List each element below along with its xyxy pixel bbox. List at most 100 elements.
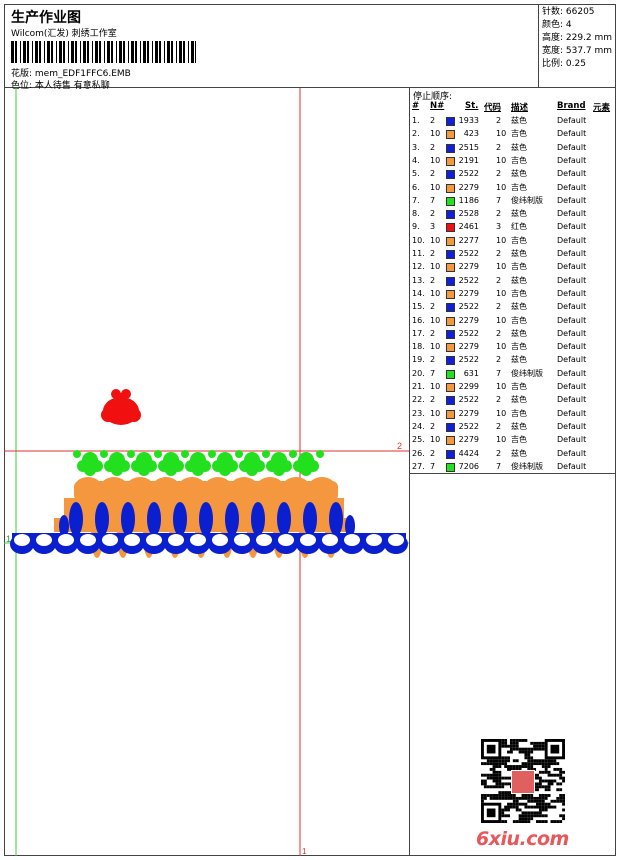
sequence-brand: Default — [557, 328, 587, 338]
sequence-num: 9. — [412, 222, 420, 232]
sequence-num: 27. — [412, 461, 425, 471]
sequence-needle: 10 — [430, 155, 441, 165]
sequence-needle: 2 — [430, 209, 436, 219]
color-swatch — [446, 250, 455, 259]
sequence-desc: 兹色 — [511, 116, 527, 125]
sequence-row: 16. 10 2279 10 吉色 Default — [410, 315, 616, 328]
sequence-code: 10 — [496, 288, 507, 298]
sequence-num: 26. — [412, 448, 425, 458]
sequence-row: 15. 2 2522 2 兹色 Default — [410, 301, 616, 314]
color-swatch — [446, 316, 455, 326]
sequence-needle: 2 — [430, 328, 436, 338]
sequence-num: 7. — [412, 195, 420, 205]
qr-code — [481, 739, 565, 823]
sequence-stitches: 2461 — [458, 222, 479, 232]
sequence-row: 13. 2 2522 2 兹色 Default — [410, 275, 616, 288]
color-swatch — [446, 449, 455, 459]
col-brand: Brand — [557, 101, 586, 111]
sequence-code: 2 — [496, 116, 502, 125]
design-filename: 花版: mem_EDF1FFC6.EMB — [11, 69, 131, 79]
sequence-num: 2. — [412, 129, 420, 139]
sequence-stitches: 2522 — [458, 421, 479, 431]
sequence-needle: 7 — [430, 461, 436, 471]
sequence-desc: 兹色 — [511, 421, 527, 431]
sequence-needle: 10 — [430, 235, 441, 245]
sequence-needle: 7 — [430, 368, 436, 378]
sequence-code: 7 — [496, 461, 502, 471]
sequence-desc: 吉色 — [511, 182, 527, 192]
sequence-num: 23. — [412, 408, 425, 418]
sequence-row: 17. 2 2522 2 兹色 Default — [410, 328, 616, 341]
color-swatch — [446, 263, 455, 273]
sequence-needle: 10 — [430, 288, 441, 298]
stat-height: 高度: 229.2 mm — [542, 33, 613, 43]
sequence-brand: Default — [557, 155, 587, 165]
sequence-stitches: 2522 — [458, 395, 479, 405]
sequence-num: 8. — [412, 209, 420, 219]
sequence-row: 22. 2 2522 2 兹色 Default — [410, 394, 616, 407]
seal-stamp — [511, 770, 535, 794]
sequence-num: 12. — [412, 262, 425, 272]
sequence-row: 1. 2 1933 2 兹色 Default — [410, 115, 616, 128]
sequence-code: 10 — [496, 182, 507, 192]
sequence-code: 10 — [496, 408, 507, 418]
color-swatch — [446, 170, 455, 180]
sequence-needle: 10 — [430, 382, 441, 391]
stat-scale: 比例: 0.25 — [542, 59, 586, 69]
sequence-code: 10 — [496, 129, 507, 139]
sequence-stitches: 4424 — [458, 448, 479, 458]
color-swatch — [446, 276, 455, 286]
sequence-needle: 2 — [430, 302, 436, 312]
sequence-code: 10 — [496, 262, 507, 272]
sequence-row: 12. 10 2279 10 吉色 Default — [410, 261, 616, 274]
sequence-row: 6. 10 2279 10 吉色 Default — [410, 182, 616, 195]
sequence-desc: 俊纬制版 — [511, 195, 543, 205]
color-swatch — [446, 462, 455, 472]
sequence-needle: 10 — [430, 129, 441, 139]
sequence-brand: Default — [557, 262, 587, 272]
col-code: 代码 — [484, 103, 502, 113]
stat-stitches: 针数: 66205 — [542, 7, 595, 17]
sequence-num: 22. — [412, 395, 425, 405]
sequence-code: 2 — [496, 328, 502, 338]
marker-bottom: 1 — [302, 847, 307, 856]
sequence-code: 2 — [496, 395, 502, 405]
sequence-num: 11. — [412, 249, 425, 258]
col-stitches: St. — [465, 101, 479, 111]
sequence-code: 2 — [496, 302, 502, 312]
color-swatch — [446, 343, 455, 353]
sequence-desc: 俊纬制版 — [511, 461, 543, 471]
sequence-desc: 兹色 — [511, 142, 527, 152]
sequence-row: 21. 10 2299 10 吉色 Default — [410, 381, 616, 394]
color-swatch — [446, 369, 455, 379]
sequence-needle: 2 — [430, 142, 436, 152]
sequence-code: 2 — [496, 448, 502, 458]
sequence-stitches: 2522 — [458, 169, 479, 179]
sequence-stitches: 7206 — [458, 461, 479, 471]
sequence-desc: 兹色 — [511, 395, 527, 405]
sequence-header-row: # N# St. 代码 描述 Brand 元素 — [410, 101, 616, 113]
sequence-row: 24. 2 2522 2 兹色 Default — [410, 421, 616, 434]
color-swatch — [446, 236, 455, 246]
sequence-stitches: 2522 — [458, 328, 479, 338]
sequence-brand: Default — [557, 142, 587, 152]
stat-width: 宽度: 537.7 mm — [542, 46, 613, 56]
color-swatch — [446, 196, 455, 206]
sequence-brand: Default — [557, 302, 587, 312]
sequence-brand: Default — [557, 461, 587, 471]
color-swatch — [446, 210, 455, 220]
sequence-needle: 2 — [430, 275, 436, 285]
blue-base — [10, 533, 408, 554]
sequence-num: 13. — [412, 275, 425, 285]
sequence-desc: 吉色 — [511, 262, 527, 272]
sequence-row: 19. 2 2522 2 兹色 Default — [410, 354, 616, 367]
sequence-code: 2 — [496, 209, 502, 219]
sequence-desc: 俊纬制版 — [511, 368, 543, 378]
sequence-num: 24. — [412, 421, 425, 431]
sequence-needle: 2 — [430, 448, 436, 458]
sequence-desc: 兹色 — [511, 249, 527, 258]
sequence-stitches: 1933 — [458, 116, 479, 125]
sequence-stitches: 2299 — [458, 382, 479, 391]
sequence-row: 7. 7 1186 7 俊纬制版 Default — [410, 195, 616, 208]
sequence-row: 2. 10 423 10 吉色 Default — [410, 128, 616, 141]
